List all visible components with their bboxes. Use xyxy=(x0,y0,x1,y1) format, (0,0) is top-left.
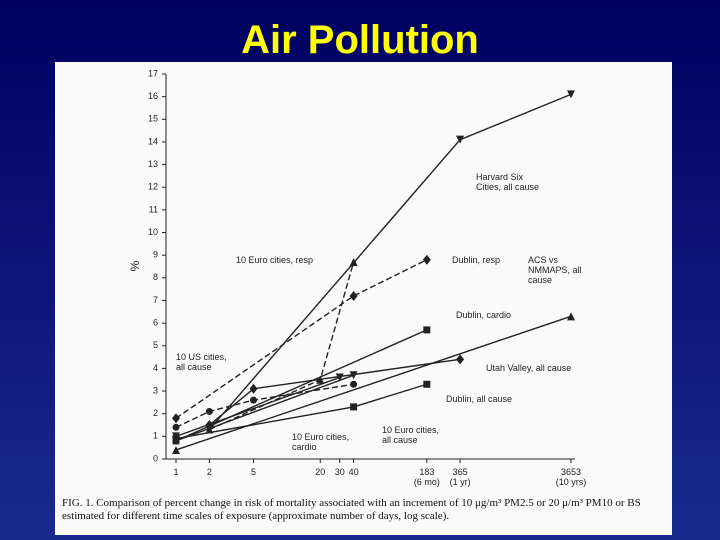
y-tick-label: 16 xyxy=(148,91,158,101)
series-line xyxy=(175,259,428,419)
series-line xyxy=(175,329,428,442)
marker xyxy=(172,445,180,454)
marker xyxy=(349,371,358,380)
y-tick-label: 2 xyxy=(153,408,158,418)
series-line xyxy=(175,315,572,451)
y-tick-label: 14 xyxy=(148,136,158,146)
y-tick-label: 3 xyxy=(153,385,158,395)
series-label: Dublin, cardio xyxy=(456,310,512,320)
x-tick-label: 5 xyxy=(250,467,256,477)
figure-panel xyxy=(55,62,672,535)
slide-title: Air Pollution xyxy=(241,18,479,62)
marker xyxy=(423,326,431,334)
y-tick-label: 10 xyxy=(148,227,158,237)
series-label: Dublin, resp xyxy=(452,255,501,265)
series-label: 10 Euro cities, all cause xyxy=(382,425,440,445)
marker xyxy=(249,383,258,394)
y-tick-label: 9 xyxy=(153,250,158,260)
series-label: ACS vs NMMAPS, all cause xyxy=(528,255,582,285)
series-line xyxy=(175,374,354,442)
marker xyxy=(249,396,257,404)
y-tick-label: 17 xyxy=(148,68,158,78)
y-tick-label: 13 xyxy=(148,159,158,169)
series-label: 10 Euro cities, resp xyxy=(236,255,314,265)
y-tick-label: 8 xyxy=(153,272,158,282)
x-tick-label: 40 xyxy=(348,467,359,477)
series-label: Utah Valley, all cause xyxy=(486,363,572,373)
y-tick-label: 0 xyxy=(153,453,158,463)
marker xyxy=(172,413,180,424)
marker xyxy=(349,257,358,266)
x-tick-label: 1 xyxy=(173,467,179,477)
series-label: Dublin, all cause xyxy=(446,394,513,404)
y-tick-label: 15 xyxy=(148,114,158,124)
y-axis-label: % xyxy=(128,260,142,271)
y-tick-label: 4 xyxy=(153,363,158,373)
series-label: 10 US cities, all cause xyxy=(176,352,227,372)
marker xyxy=(349,290,358,301)
y-tick-label: 6 xyxy=(153,317,158,327)
marker xyxy=(567,90,575,99)
marker xyxy=(335,373,344,382)
marker xyxy=(423,380,431,388)
y-tick-label: 7 xyxy=(153,295,158,305)
series-line xyxy=(175,383,354,428)
y-tick-label: 11 xyxy=(149,204,158,214)
x-tick-label: 3653 (10 yrs) xyxy=(555,467,587,487)
marker xyxy=(172,436,180,445)
marker xyxy=(456,354,465,365)
marker xyxy=(172,423,180,431)
marker xyxy=(172,432,180,441)
y-tick-label: 5 xyxy=(153,340,158,350)
x-tick-label: 183 (6 mo) xyxy=(413,467,440,487)
y-tick-label: 1 xyxy=(153,431,158,441)
figure-caption: FIG. 1. Comparison of percent change in … xyxy=(62,497,641,522)
x-tick-label: 365 (1 yr) xyxy=(449,467,471,487)
x-tick-label: 20 xyxy=(315,467,326,477)
x-tick-label: 30 xyxy=(334,467,345,477)
marker xyxy=(350,380,358,388)
y-tick-label: 12 xyxy=(148,182,158,192)
marker xyxy=(422,254,431,265)
x-tick-label: 2 xyxy=(206,467,212,477)
marker xyxy=(350,403,358,411)
marker xyxy=(456,135,465,144)
marker xyxy=(205,407,213,415)
marker xyxy=(567,312,575,321)
series-line xyxy=(175,376,341,438)
series-label: 10 Euro cities, cardio xyxy=(292,432,350,452)
series-label: Harvard Six Cities, all cause xyxy=(476,172,540,192)
